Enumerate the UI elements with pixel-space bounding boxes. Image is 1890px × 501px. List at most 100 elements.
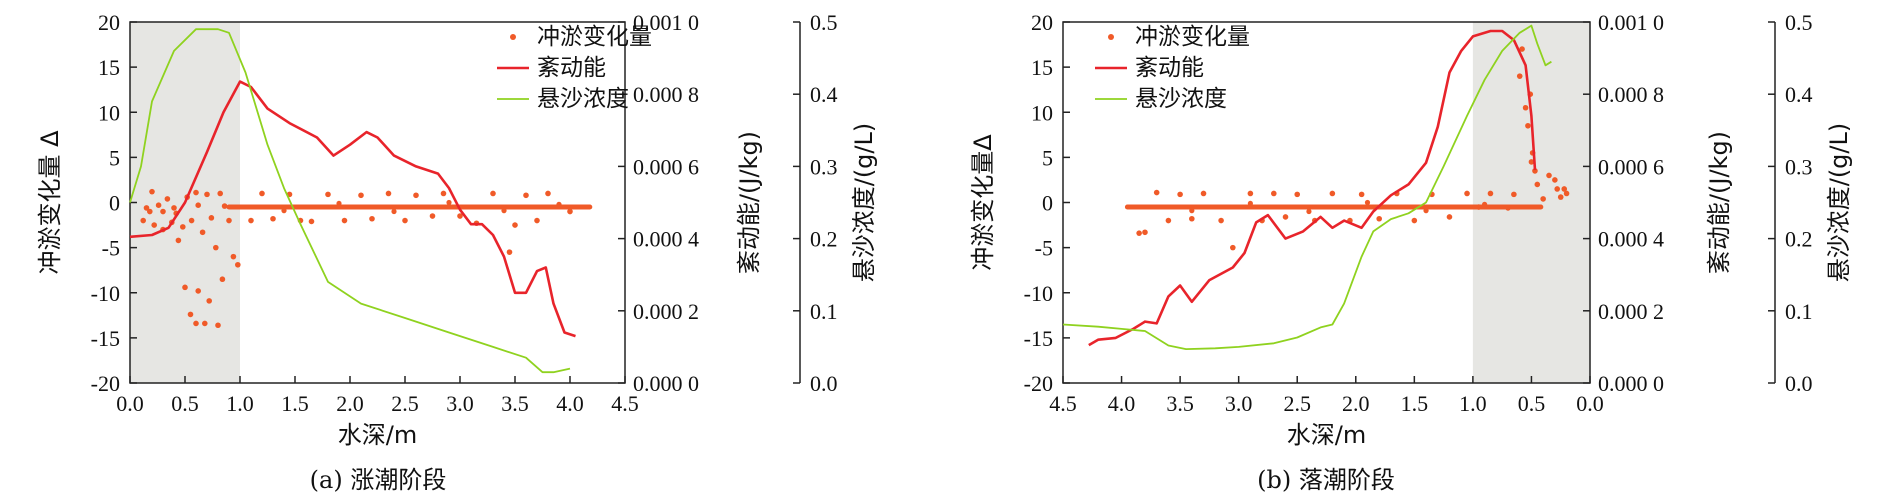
scatter-point [1487, 190, 1494, 197]
scatter-point [202, 320, 208, 327]
scatter-point [1189, 215, 1195, 222]
ssc-tick-label: 0.5 [810, 10, 838, 35]
x-tick-label: 0.0 [116, 391, 144, 416]
x-tick-label: 4.5 [611, 391, 639, 416]
scatter-point [1522, 104, 1529, 111]
scatter-point [1519, 46, 1525, 52]
scatter-point [217, 190, 223, 197]
scatter-point [221, 203, 228, 209]
tke-tick-label: 0.000 0 [633, 371, 699, 396]
x-tick-label: 0.0 [1576, 391, 1604, 416]
scatter-point [534, 217, 540, 224]
ssc-tick-label: 0.2 [1785, 227, 1813, 252]
scatter-point [206, 298, 212, 304]
y-tick-label: -15 [1024, 326, 1053, 351]
scatter-point [545, 190, 551, 197]
scatter-point [1525, 122, 1531, 129]
ssc-tick-label: 0.4 [1785, 82, 1813, 107]
ssc-tick-label: 0.3 [810, 154, 838, 179]
scatter-point [490, 190, 496, 197]
scatter-point [308, 218, 315, 225]
series-悬沙浓度 [1062, 24, 1552, 350]
scatter-point [1546, 172, 1552, 179]
scatter-point [446, 199, 452, 206]
series-line [129, 28, 571, 374]
tke-tick-label: 0.000 8 [633, 82, 699, 107]
ssc-tick-label: 0.5 [1785, 10, 1813, 35]
chart-panel-1: 0.0 0.5 1.0 1.5 2.0 2.5 3.0 3.5 4.0 4.5 水深/m 20 15 10… [36, 10, 878, 494]
x-tick-label: 1.0 [226, 391, 254, 416]
y-axis-ssc: 0.5 0.4 0.3 0.2 0.1 0.0 悬沙浓度/(g/L) [1768, 10, 1853, 396]
scatter-point [199, 229, 206, 236]
scatter-point [204, 191, 210, 198]
ssc-tick-label: 0.1 [810, 299, 838, 324]
legend-label: 冲淤变化量 [537, 24, 652, 50]
scatter-point [1294, 191, 1301, 198]
scatter-point [235, 261, 241, 268]
y-tick-label: 15 [98, 55, 120, 80]
x-tick-label: 1.5 [281, 391, 309, 416]
y-tick-label: 10 [98, 100, 120, 125]
legend-label: 悬沙浓度 [537, 86, 629, 112]
scatter-point [1376, 215, 1382, 222]
scatter-point [1563, 190, 1570, 197]
shaded-region [1472, 22, 1590, 383]
scatter-point [230, 253, 237, 260]
scatter-point [1532, 168, 1538, 174]
series-紊动能 [1088, 29, 1537, 347]
scatter-point [567, 208, 573, 215]
scatter-point [1505, 205, 1511, 211]
scatter-point [182, 284, 188, 291]
legend-label: 悬沙浓度 [1135, 86, 1227, 112]
ssc-tick-label: 0.0 [810, 371, 838, 396]
scatter-point [429, 213, 436, 219]
caption: (b) 落潮阶段 [1257, 466, 1395, 494]
y-axis-left: 20 15 10 5 0 -5 -10 -15 -20 冲淤变化量Δ [969, 10, 1070, 396]
ssc-tick-label: 0.0 [1785, 371, 1813, 396]
scatter-point [270, 215, 276, 222]
scatter-point [151, 222, 157, 228]
tke-tick-label: 0.000 6 [1598, 154, 1664, 179]
scatter-point [193, 320, 199, 327]
scatter-point [1364, 199, 1371, 206]
scatter-point [440, 190, 447, 197]
x-axis: 0.0 0.5 1.0 1.5 2.0 2.5 3.0 3.5 4.0 4.5 水深/m [116, 376, 639, 449]
scatter-point [1358, 191, 1365, 198]
scatter-point [259, 190, 265, 197]
y-tick-label: -5 [1035, 236, 1053, 261]
scatter-point [1329, 190, 1336, 197]
scatter-point [1282, 214, 1289, 220]
scatter-point [1200, 190, 1207, 197]
scatter-point [358, 192, 364, 199]
legend-marker [510, 34, 516, 40]
tke-axis-label: 紊动能/(J/kg) [735, 131, 763, 274]
scatter-point [501, 208, 507, 214]
scatter-point [1177, 191, 1183, 198]
scatter-point [193, 189, 199, 196]
x-tick-label: 2.5 [1283, 391, 1311, 416]
y-axis-tke: 0.001 0 0.000 8 0.000 6 0.000 4 0.000 2 0.000… [1583, 10, 1733, 396]
y-tick-label: 5 [1042, 145, 1053, 170]
scatter-point [215, 322, 221, 329]
x-tick-label: 2.0 [1342, 391, 1370, 416]
x-tick-label: 1.0 [1459, 391, 1487, 416]
scatter-point [208, 215, 215, 221]
scatter-point [1534, 181, 1541, 188]
scatter-point [143, 205, 150, 211]
scatter-point [1557, 194, 1564, 200]
scatter-point [556, 201, 562, 207]
legend-label: 紊动能 [537, 55, 606, 81]
tke-tick-label: 0.000 2 [633, 299, 699, 324]
scatter-point [369, 215, 375, 222]
scatter-point [1165, 217, 1172, 224]
scatter-point [1271, 190, 1277, 197]
scatter-point [1153, 189, 1160, 196]
series-紊动能 [129, 80, 576, 338]
series-line [1062, 24, 1552, 350]
series-line [1088, 29, 1537, 347]
ssc-tick-label: 0.3 [1785, 154, 1813, 179]
scatter-point [1423, 208, 1429, 214]
scatter-point [1511, 191, 1517, 198]
